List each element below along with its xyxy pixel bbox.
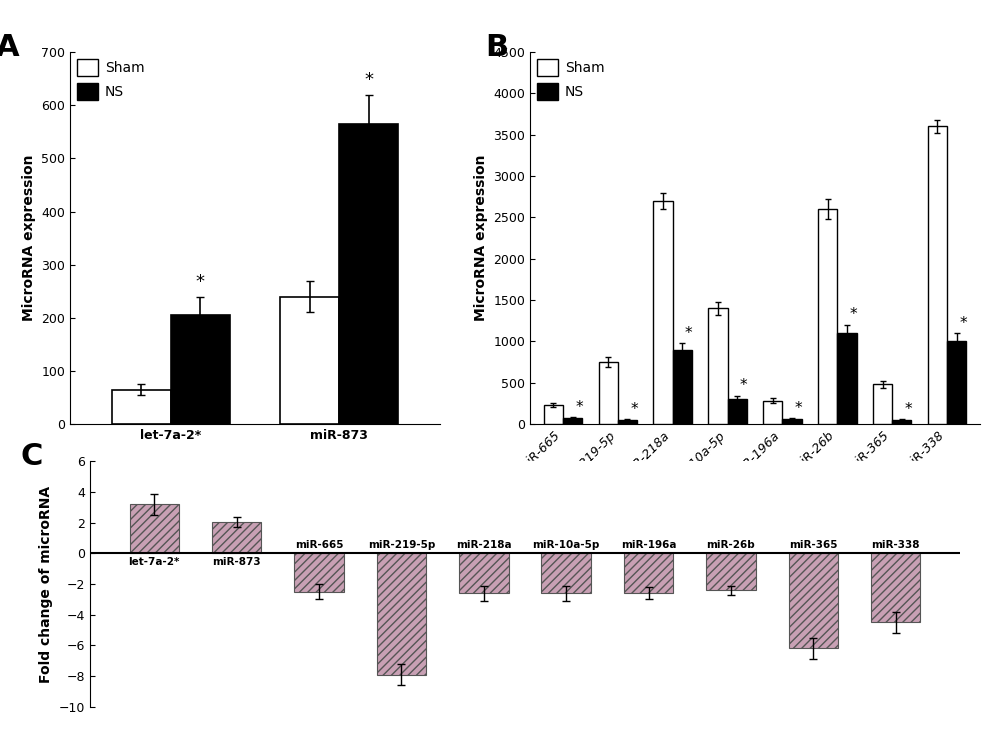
- Bar: [459, 554, 509, 593]
- Bar: [563, 418, 582, 424]
- Bar: [892, 420, 911, 424]
- Bar: [871, 554, 920, 623]
- Text: let-7a-2*: let-7a-2*: [129, 557, 180, 567]
- Bar: [599, 362, 618, 424]
- Bar: [171, 315, 230, 424]
- Bar: [294, 554, 344, 591]
- Text: *: *: [364, 71, 373, 89]
- Bar: [339, 124, 398, 424]
- Bar: [280, 297, 339, 424]
- Bar: [728, 400, 747, 424]
- Text: *: *: [740, 379, 748, 394]
- Text: miR-873: miR-873: [212, 557, 261, 567]
- Text: *: *: [795, 401, 802, 416]
- Bar: [377, 554, 426, 675]
- Text: *: *: [196, 273, 205, 291]
- Text: miR-10a-5p: miR-10a-5p: [533, 539, 600, 550]
- Text: miR-196a: miR-196a: [621, 539, 676, 550]
- Text: B: B: [485, 33, 508, 62]
- Bar: [873, 385, 892, 424]
- Bar: [212, 522, 261, 554]
- Bar: [653, 201, 673, 424]
- Legend: Sham, NS: Sham, NS: [77, 59, 144, 100]
- Text: C: C: [20, 442, 43, 471]
- Text: miR-219-5p: miR-219-5p: [368, 539, 435, 550]
- Text: miR-218a: miR-218a: [456, 539, 512, 550]
- Bar: [112, 390, 171, 424]
- Text: *: *: [630, 402, 638, 417]
- Bar: [618, 420, 637, 424]
- Bar: [818, 209, 837, 424]
- Y-axis label: MicroRNA expression: MicroRNA expression: [22, 155, 36, 321]
- Text: *: *: [905, 402, 912, 417]
- Bar: [763, 401, 782, 424]
- Text: *: *: [959, 315, 967, 330]
- Text: miR-338: miR-338: [871, 539, 920, 550]
- Bar: [947, 341, 966, 424]
- Bar: [673, 350, 692, 424]
- Text: *: *: [850, 307, 857, 322]
- Y-axis label: MicroRNA expression: MicroRNA expression: [474, 155, 488, 321]
- Text: miR-26b: miR-26b: [707, 539, 755, 550]
- Bar: [928, 126, 947, 424]
- Y-axis label: Fold change of microRNA: Fold change of microRNA: [39, 486, 53, 682]
- Bar: [541, 554, 591, 593]
- Text: *: *: [685, 326, 693, 341]
- Bar: [837, 333, 857, 424]
- Bar: [782, 419, 802, 424]
- Bar: [130, 504, 179, 554]
- Bar: [624, 554, 673, 593]
- Text: miR-365: miR-365: [789, 539, 838, 550]
- Text: miR-665: miR-665: [295, 539, 343, 550]
- Bar: [708, 308, 728, 424]
- Text: A: A: [0, 33, 20, 62]
- Text: *: *: [575, 400, 583, 415]
- Bar: [706, 554, 756, 590]
- Bar: [544, 405, 563, 424]
- Legend: Sham, NS: Sham, NS: [537, 59, 604, 100]
- Bar: [789, 554, 838, 649]
